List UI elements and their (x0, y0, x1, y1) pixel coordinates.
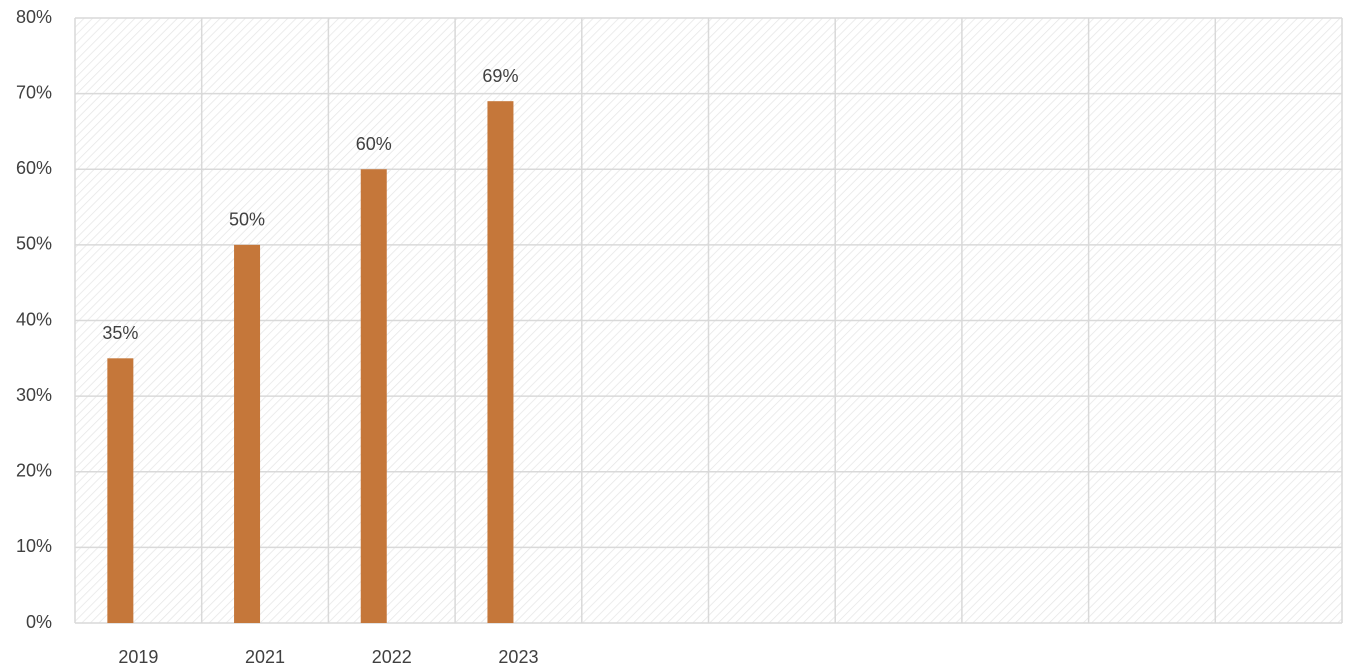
y-tick-label: 70% (16, 82, 52, 102)
bar (107, 358, 134, 623)
data-label: 35% (102, 323, 138, 343)
y-tick-label: 30% (16, 385, 52, 405)
x-tick-label: 2022 (372, 647, 412, 667)
y-tick-label: 10% (16, 536, 52, 556)
bar (360, 169, 387, 623)
y-tick-label: 40% (16, 309, 52, 329)
x-tick-label: 2023 (498, 647, 538, 667)
bar (487, 101, 514, 623)
x-tick-label: 2021 (245, 647, 285, 667)
y-tick-label: 20% (16, 461, 52, 481)
data-label: 69% (482, 66, 518, 86)
y-tick-label: 0% (26, 612, 52, 632)
data-label: 60% (356, 134, 392, 154)
y-tick-label: 60% (16, 158, 52, 178)
bar (234, 244, 261, 623)
x-tick-label: 2019 (118, 647, 158, 667)
y-tick-label: 80% (16, 7, 52, 27)
y-tick-label: 50% (16, 234, 52, 254)
data-label: 50% (229, 210, 265, 230)
